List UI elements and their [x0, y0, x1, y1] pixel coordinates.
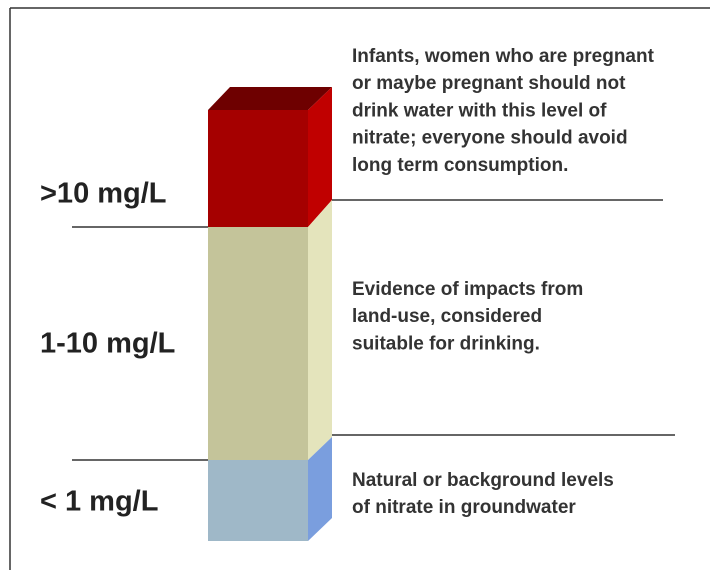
level-description: land-use, considered — [352, 306, 542, 327]
column-blue-side — [308, 437, 332, 541]
column-top — [208, 87, 332, 110]
column-tan — [208, 227, 308, 460]
level-description: long term consumption. — [352, 155, 568, 176]
level-description: Infants, women who are pregnant — [352, 46, 655, 67]
level-description: nitrate; everyone should avoid — [352, 128, 628, 149]
column-blue — [208, 460, 308, 541]
level-description: Evidence of impacts from — [352, 279, 583, 300]
level-description: suitable for drinking. — [352, 333, 540, 354]
column-red-side — [308, 87, 332, 227]
level-label: < 1 mg/L — [40, 486, 158, 518]
column-tan-side — [308, 200, 332, 460]
column-red — [208, 110, 308, 227]
level-description: or maybe pregnant should not — [352, 73, 626, 94]
level-description: drink water with this level of — [352, 100, 607, 121]
level-description: Natural or background levels — [352, 470, 614, 491]
level-label: 1-10 mg/L — [40, 328, 175, 360]
level-description: of nitrate in groundwater — [352, 497, 576, 518]
level-label: >10 mg/L — [40, 178, 167, 210]
